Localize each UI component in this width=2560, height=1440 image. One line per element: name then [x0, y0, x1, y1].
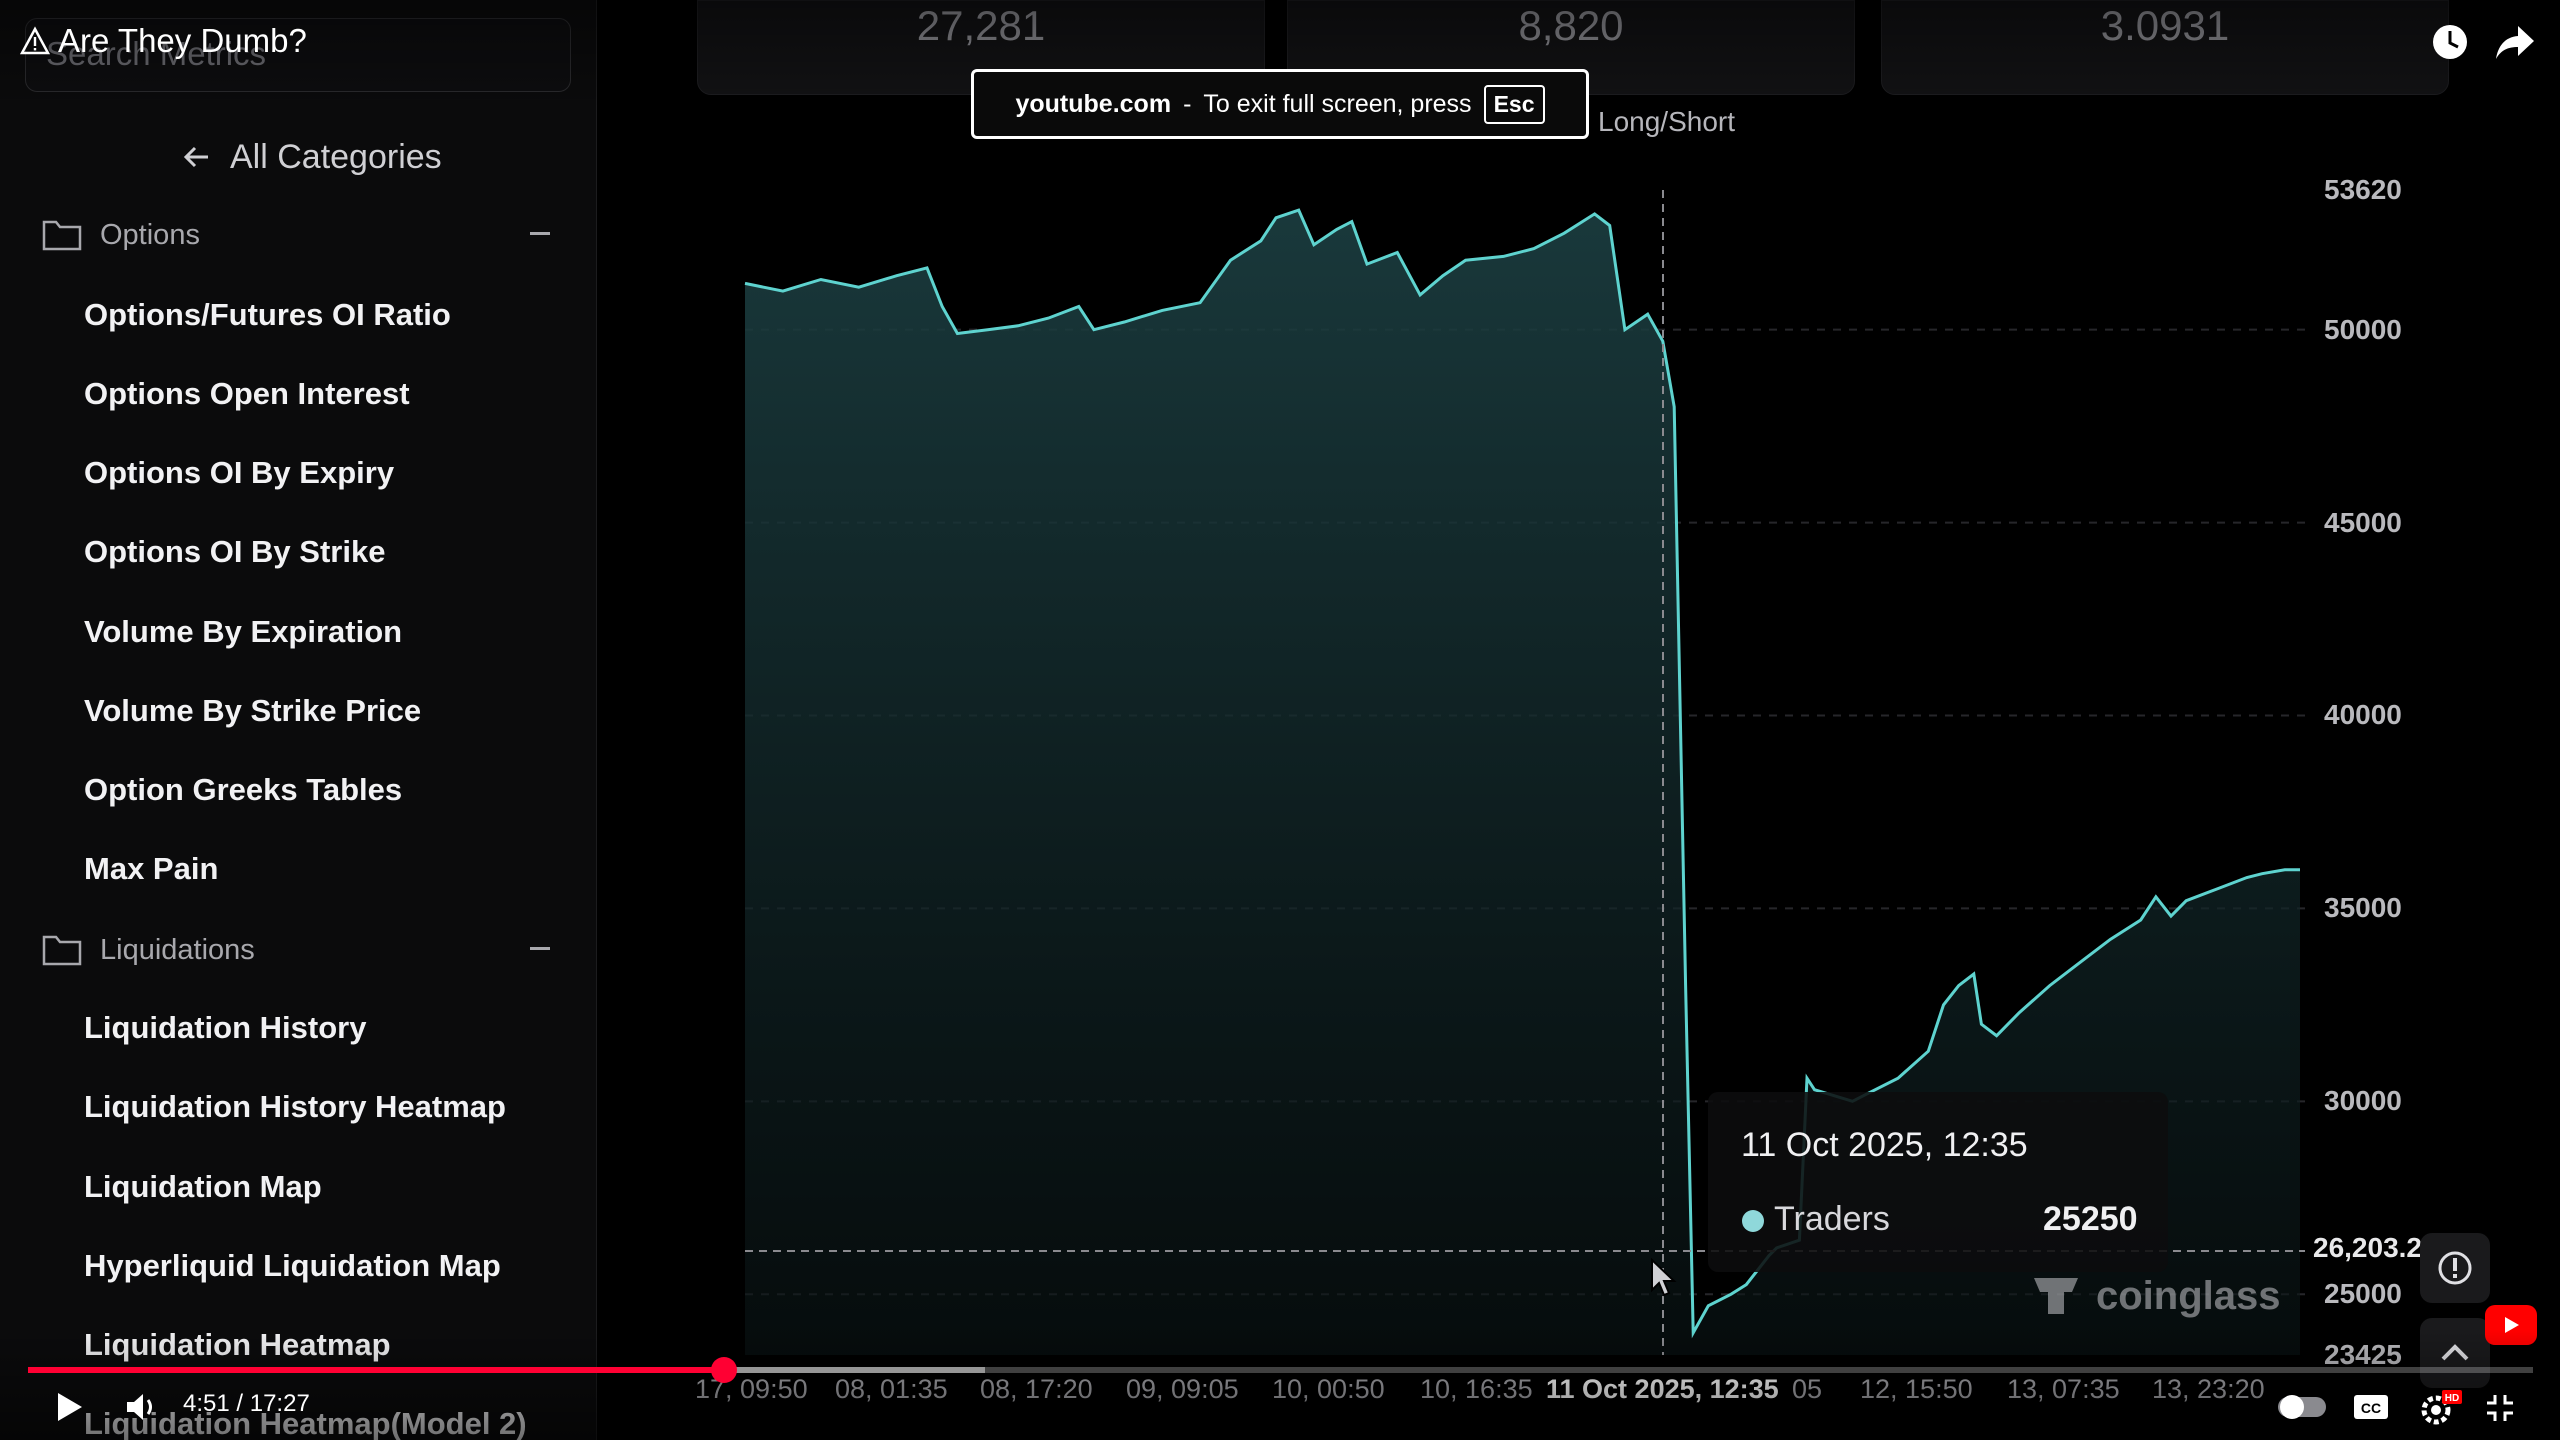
search-metrics-box[interactable]: [25, 18, 571, 92]
x-tick-label: 09, 09:05: [1126, 1374, 1239, 1404]
traders-area-fill: [745, 210, 2300, 1356]
x-tick-label: 13, 07:35: [2007, 1374, 2120, 1404]
play-icon[interactable]: [52, 1390, 86, 1424]
volume-icon[interactable]: [124, 1390, 160, 1424]
coinglass-watermark: coinglass: [2030, 1270, 2281, 1322]
watch-later-clock-icon[interactable]: [2430, 22, 2470, 62]
x-tick-label: 05: [1792, 1374, 1823, 1404]
menu-item-options-futures-oi-ratio[interactable]: Options/Futures OI Ratio: [84, 297, 451, 332]
menu-item-volume-by-strike-price[interactable]: Volume By Strike Price: [84, 693, 422, 728]
progress-played: [28, 1367, 725, 1373]
menu-item-options-oi-by-expiry[interactable]: Options OI By Expiry: [84, 455, 395, 490]
y-tick-label: 45000: [2324, 506, 2402, 538]
mouse-cursor-icon: [1651, 1258, 1677, 1297]
menu-item-liquidation-history[interactable]: Liquidation History: [84, 1010, 367, 1045]
y-tick-label: 25000: [2324, 1278, 2402, 1310]
traders-series-line: [744, 208, 2300, 1339]
all-categories-link[interactable]: All Categories: [182, 132, 442, 182]
x-tick-label: 12, 15:50: [1860, 1374, 1973, 1404]
menu-item-liquidation-heatmap[interactable]: Liquidation Heatmap: [84, 1327, 391, 1362]
chart-settings-button[interactable]: [2420, 1233, 2490, 1303]
settings-gear-hd-icon[interactable]: HD: [2418, 1388, 2462, 1428]
autoplay-toggle[interactable]: [2278, 1395, 2326, 1419]
category-options-header[interactable]: Options: [40, 210, 550, 260]
coinglass-logo-icon: [2034, 1278, 2078, 1314]
crosshair-value-label: 26,203.2: [2313, 1232, 2422, 1263]
svg-text:CC: CC: [2361, 1400, 2381, 1416]
menu-item-volume-by-expiration[interactable]: Volume By Expiration: [84, 614, 403, 649]
stat-value: 8,820: [1518, 2, 1624, 49]
svg-text:HD: HD: [2445, 1393, 2459, 1404]
folder-icon: [42, 220, 82, 251]
chevron-up-icon: [2441, 1344, 2469, 1361]
x-tick-label: 08, 17:20: [980, 1374, 1093, 1404]
fullscreen-exit-toast: youtube.com - To exit full screen, press…: [971, 69, 1589, 139]
share-arrow-icon[interactable]: [2494, 24, 2536, 62]
youtube-play-logo-icon: [2505, 1317, 2519, 1333]
esc-key-badge: Esc: [1483, 84, 1545, 124]
stat-card-3: 3.0931: [1881, 0, 2449, 95]
menu-item-options-open-interest[interactable]: Options Open Interest: [84, 376, 410, 411]
menu-item-max-pain[interactable]: Max Pain: [84, 851, 219, 886]
collapse-minus-icon[interactable]: [530, 947, 550, 950]
metrics-sidebar: All Categories Options Options/Futures O…: [0, 0, 597, 1440]
y-tick-label: 40000: [2324, 699, 2402, 731]
y-tick-label: 35000: [2324, 892, 2402, 924]
x-tick-label: 08, 01:35: [835, 1374, 948, 1404]
autoplay-pause-icon: [2280, 1395, 2304, 1419]
menu-item-liquidation-map[interactable]: Liquidation Map: [84, 1169, 322, 1204]
progress-scrubber-handle[interactable]: [711, 1357, 738, 1383]
folder-icon: [42, 935, 82, 966]
x-tick-label: 10, 16:35: [1420, 1374, 1533, 1404]
y-tick-label: 50000: [2324, 313, 2402, 345]
x-tick-label: 10, 00:50: [1272, 1374, 1385, 1404]
y-tick-label: 53620: [2324, 174, 2402, 205]
search-metrics-input[interactable]: [46, 19, 546, 89]
video-title[interactable]: Are They Dumb?: [20, 22, 307, 60]
warning-icon: [20, 26, 50, 55]
chart-tooltip: 11 Oct 2025, 12:35 Traders 25250: [1708, 1092, 2168, 1272]
tooltip-date: 11 Oct 2025, 12:35: [1741, 1126, 2028, 1164]
collapse-minus-icon[interactable]: [530, 232, 550, 235]
tooltip-value: 25250: [2043, 1200, 2138, 1238]
scroll-top-button[interactable]: [2420, 1318, 2490, 1388]
legend-long-short-label: Long/Short: [1598, 106, 1735, 137]
category-liquidations-header[interactable]: Liquidations: [40, 925, 550, 975]
youtube-subscribe-watermark[interactable]: [2485, 1305, 2537, 1345]
video-progress-bar[interactable]: [28, 1357, 2533, 1383]
menu-item-option-greeks-tables[interactable]: Option Greeks Tables: [84, 772, 403, 807]
exit-fullscreen-icon[interactable]: [2484, 1392, 2516, 1424]
stat-value: 27,281: [916, 2, 1046, 49]
x-tick-label: 11 Oct 2025, 12:35: [1546, 1374, 1779, 1404]
y-tick-label: 30000: [2324, 1085, 2402, 1117]
arrow-left-icon: [183, 146, 208, 168]
menu-item-options-oi-by-strike[interactable]: Options OI By Strike: [84, 534, 386, 569]
menu-item-hyperliquid-liquidation-map[interactable]: Hyperliquid Liquidation Map: [84, 1248, 501, 1283]
x-tick-label: 17, 09:50: [695, 1374, 808, 1404]
menu-item-liquidation-history-heatmap[interactable]: Liquidation History Heatmap: [84, 1089, 506, 1124]
time-display: 4:51 / 17:27: [183, 1390, 310, 1417]
tooltip-series-name: Traders: [1774, 1200, 1890, 1238]
series-dot-icon: [1742, 1210, 1764, 1232]
gear-alert-icon: [2438, 1251, 2472, 1285]
stat-value: 3.0931: [2100, 2, 2230, 49]
closed-captions-icon[interactable]: CC: [2352, 1392, 2390, 1422]
x-tick-label: 13, 23:20: [2152, 1374, 2265, 1404]
